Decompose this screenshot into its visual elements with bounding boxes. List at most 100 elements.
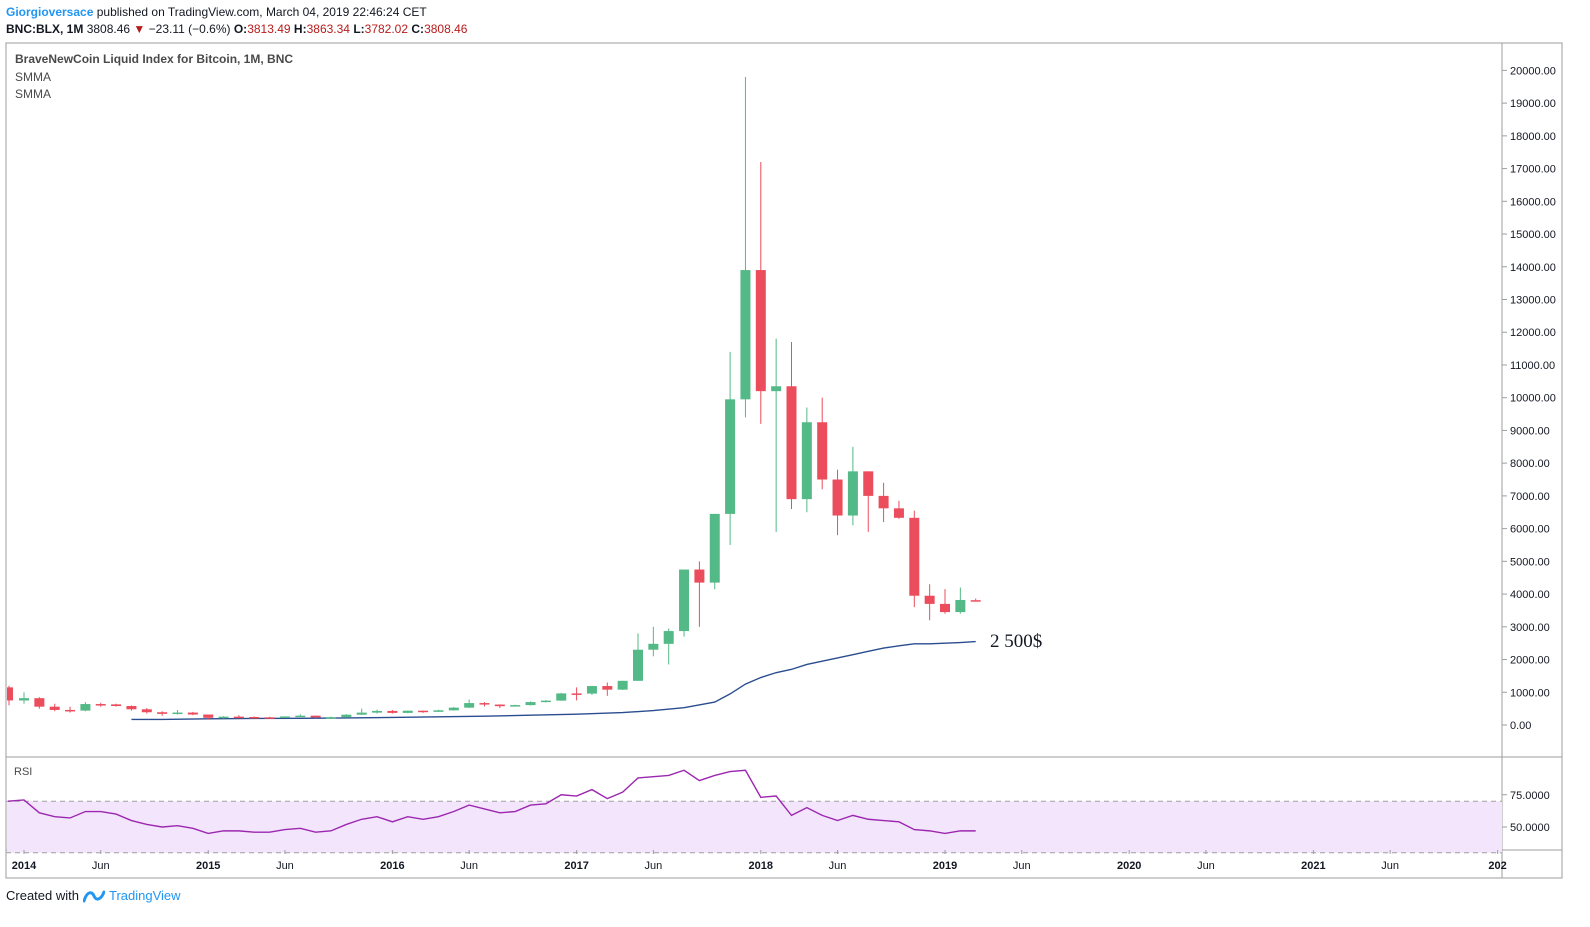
- candle: [402, 710, 413, 714]
- candle-body: [218, 716, 229, 719]
- candle: [617, 680, 628, 690]
- candle-body: [540, 700, 551, 703]
- candle-body: [126, 706, 137, 710]
- candle: [310, 715, 321, 719]
- time-tick-label: 2016: [380, 860, 404, 872]
- candle-body: [233, 716, 244, 719]
- price-tick-label: 17000.00: [1510, 164, 1556, 176]
- candle: [540, 700, 551, 703]
- candle: [295, 714, 306, 718]
- time-tick-label: 2017: [564, 860, 588, 872]
- price-tick-label: 15000.00: [1510, 229, 1556, 241]
- last-price: 3808.46: [86, 22, 131, 36]
- quote-line: BNC:BLX, 1M 3808.46 ▼ −23.11 (−0.6%) O:3…: [6, 22, 467, 36]
- price-tick-label: 8000.00: [1510, 458, 1550, 470]
- tradingview-link[interactable]: TradingView: [108, 888, 181, 903]
- candle: [955, 587, 966, 614]
- candle-body: [893, 508, 904, 518]
- candle-body: [955, 599, 966, 613]
- candle-body: [49, 706, 60, 710]
- price-axis: 0.00 1000.00 2000.00 3000.00 4000.00 5000.00 6…: [1502, 65, 1556, 732]
- candle: [218, 716, 229, 719]
- candle: [249, 716, 260, 719]
- candle-body: [141, 709, 152, 713]
- candle-body: [249, 716, 260, 719]
- candle: [586, 685, 597, 695]
- price-tick-label: 10000.00: [1510, 393, 1556, 405]
- close-label: C:: [411, 22, 425, 36]
- author-link[interactable]: Giorgioversace: [6, 5, 94, 19]
- candle: [418, 710, 429, 713]
- candle-body: [709, 513, 720, 583]
- candle: [326, 716, 336, 719]
- candle: [817, 397, 828, 490]
- price-tick-label: 2000.00: [1510, 655, 1550, 667]
- price-tick-label: 18000.00: [1510, 131, 1556, 143]
- candle-body: [494, 704, 505, 707]
- candle: [709, 513, 720, 590]
- time-tick-label: Jun: [276, 860, 294, 872]
- candle-body: [970, 600, 981, 602]
- candle: [633, 633, 643, 681]
- time-tick-label: Jun: [460, 860, 478, 872]
- time-axis: 2014 Jun 2015 Jun 2016 Jun 2017 Jun 2018 Jun 2019 J…: [12, 850, 1507, 872]
- candle: [771, 338, 782, 532]
- candle-body: [940, 603, 950, 613]
- candle: [19, 692, 29, 704]
- candle-body: [694, 569, 705, 583]
- candle: [372, 709, 383, 714]
- candle: [172, 709, 183, 715]
- candle-body: [525, 702, 536, 706]
- candle: [940, 589, 950, 614]
- price-scale-border: [1501, 42, 1563, 879]
- candle: [433, 709, 444, 712]
- footer: Created with TradingView: [6, 888, 181, 903]
- smma-legend-2[interactable]: SMMA: [15, 87, 51, 101]
- candle: [494, 704, 505, 708]
- candle-body: [878, 495, 889, 509]
- candle-body: [418, 710, 429, 713]
- tradingview-logo-icon: [82, 890, 105, 902]
- candle-body: [464, 703, 475, 708]
- candle-body: [725, 399, 736, 514]
- candle-body: [172, 712, 183, 715]
- rsi-line: [7, 769, 976, 835]
- candle-body: [771, 386, 782, 392]
- candle-body: [817, 422, 828, 480]
- price-change: −23.11 (−0.6%): [148, 22, 231, 36]
- candle-body: [801, 422, 812, 500]
- candle-body: [295, 715, 306, 718]
- price-tick-label: 1000.00: [1510, 687, 1550, 699]
- candle-body: [279, 716, 290, 718]
- candle-body: [264, 717, 275, 719]
- candle-body: [924, 595, 935, 604]
- time-tick-label: 202: [1488, 860, 1506, 872]
- candle-body: [402, 710, 413, 713]
- candle-body: [95, 704, 106, 706]
- candle: [755, 162, 766, 424]
- candle: [556, 692, 567, 701]
- time-tick-label: 2019: [933, 860, 957, 872]
- open-label: O:: [233, 22, 248, 36]
- candle: [279, 716, 290, 718]
- candle: [786, 342, 797, 509]
- candle: [725, 351, 736, 545]
- chart-border: [5, 42, 1503, 879]
- time-tick-label: Jun: [644, 860, 662, 872]
- candle-body: [7, 687, 13, 701]
- candle-body: [372, 710, 383, 713]
- candle: [663, 628, 674, 665]
- price-tick-label: 12000.00: [1510, 327, 1556, 339]
- candle: [648, 626, 659, 657]
- price-tick-label: 0.00: [1510, 720, 1531, 732]
- rsi-legend[interactable]: RSI: [14, 766, 33, 778]
- smma-legend-1[interactable]: SMMA: [15, 70, 51, 84]
- time-tick-label: Jun: [1013, 860, 1031, 872]
- price-tick-label: 7000.00: [1510, 491, 1550, 503]
- candle: [525, 701, 536, 706]
- time-tick-label: 2014: [12, 860, 37, 872]
- candle-body: [479, 703, 490, 705]
- candle-body: [157, 712, 168, 714]
- rsi-pane: 50.0000 75.0000: [6, 769, 1550, 854]
